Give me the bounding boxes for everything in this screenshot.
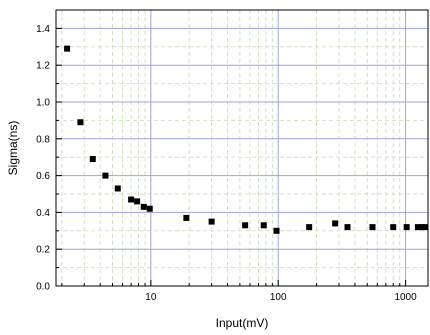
data-point [140,203,147,210]
y-tick-label: 0.8 [36,134,50,145]
x-tick-label: 1000 [394,292,417,303]
data-point [369,224,376,231]
data-point [114,185,121,192]
y-tick-label: 1.0 [36,98,50,109]
data-point [403,224,410,231]
data-points [64,45,429,234]
data-point [306,224,313,231]
plot-background [56,10,428,286]
data-point [260,222,267,229]
x-tick-label: 100 [270,292,287,303]
data-point [77,119,84,126]
data-point [208,218,215,225]
x-axis-title: Input(mV) [216,316,269,330]
data-point [134,198,141,205]
axis-ticks: 10 100 1000 0.0 0.2 0.4 0.6 0.8 1.0 1.2 1.4 [36,24,417,303]
data-point [64,45,71,52]
data-point [414,224,421,231]
y-tick-label: 0.4 [36,208,50,219]
x-tick-label: 10 [145,292,157,303]
data-point [419,224,426,231]
data-point [146,205,153,212]
plot-frame [55,9,429,287]
y-tick-label: 0.6 [36,171,50,182]
grid [56,10,428,286]
data-point [102,172,109,179]
data-point [242,222,249,229]
data-point [344,224,351,231]
y-axis-title: Sigma(ns) [6,121,20,176]
data-point [273,227,280,234]
data-point [390,224,397,231]
data-point [332,220,339,227]
y-tick-label: 1.2 [36,61,50,72]
data-point [89,156,96,163]
y-tick-label: 0.2 [36,245,50,256]
data-point [183,214,190,221]
data-point [128,196,135,203]
y-tick-label: 0.0 [36,282,50,293]
data-point [422,224,429,231]
y-tick-label: 1.4 [36,24,50,35]
